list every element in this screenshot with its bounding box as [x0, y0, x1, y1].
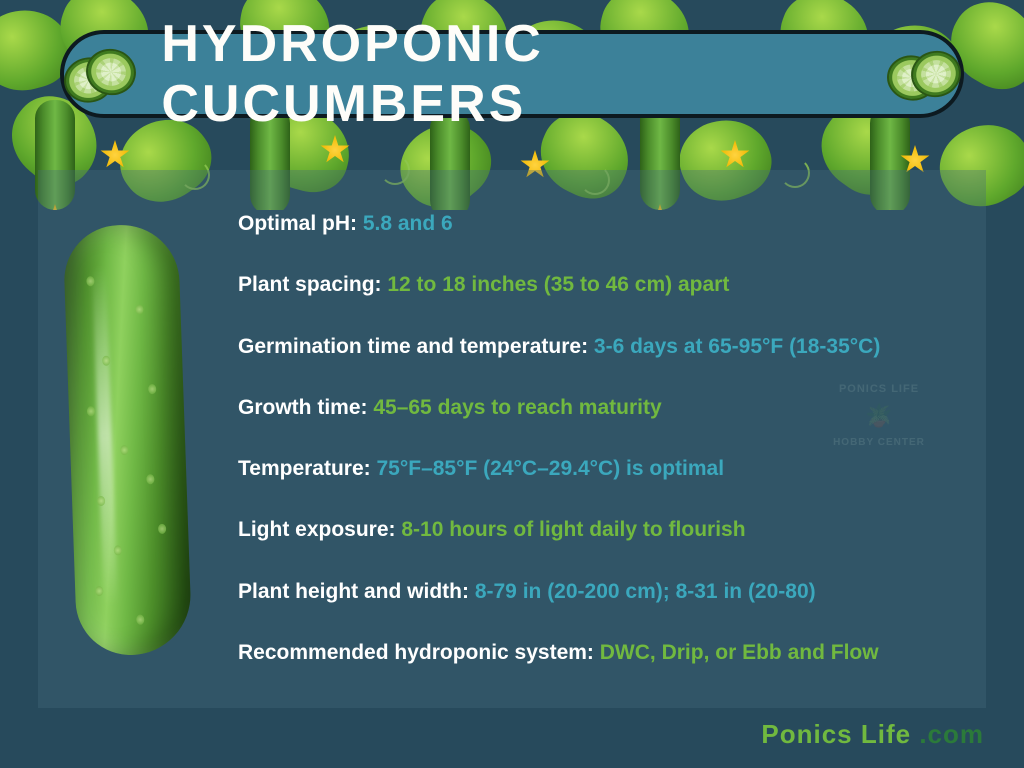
fact-value: 75°F–85°F (24°C–29.4°C) is optimal — [376, 457, 724, 480]
fact-line: Plant height and width: 8-79 in (20-200 … — [238, 578, 936, 605]
cucumber-slices-icon — [887, 47, 960, 102]
fact-label: Plant spacing: — [238, 273, 387, 296]
fact-value: 8-79 in (20-200 cm); 8-31 in (20-80) — [475, 580, 816, 603]
watermark-bottom: HOBBY CENTER — [833, 437, 925, 448]
fact-value: 5.8 and 6 — [363, 212, 453, 235]
fact-value: 12 to 18 inches (35 to 46 cm) apart — [387, 273, 729, 296]
fact-label: Germination time and temperature: — [238, 335, 594, 358]
fact-label: Light exposure: — [238, 518, 401, 541]
fact-label: Growth time: — [238, 396, 373, 419]
fact-line: Germination time and temperature: 3-6 da… — [238, 333, 936, 360]
fact-line: Plant spacing: 12 to 18 inches (35 to 46… — [238, 271, 936, 298]
footer-brand: Ponics Life .com — [761, 719, 984, 750]
brand-name: Ponics Life — [761, 719, 919, 749]
fact-line: Optimal pH: 5.8 and 6 — [238, 210, 936, 237]
fact-label: Temperature: — [238, 457, 376, 480]
fact-label: Recommended hydroponic system: — [238, 641, 600, 664]
fact-label: Optimal pH: — [238, 212, 363, 235]
fact-value: 45–65 days to reach maturity — [373, 396, 661, 419]
fact-line: Recommended hydroponic system: DWC, Drip… — [238, 639, 936, 666]
watermark-badge: PONICS LIFE 🪴 HOBBY CENTER — [824, 360, 934, 470]
brand-domain: .com — [919, 719, 984, 749]
watermark-top: PONICS LIFE — [839, 383, 919, 395]
fact-value: DWC, Drip, or Ebb and Flow — [600, 641, 879, 664]
cucumber-illustration — [63, 223, 193, 657]
fact-value: 8-10 hours of light daily to flourish — [401, 518, 745, 541]
title-banner: Hydroponic Cucumbers — [60, 30, 964, 118]
fact-label: Plant height and width: — [238, 580, 475, 603]
plant-pot-icon: 🪴 — [865, 403, 892, 429]
fact-line: Temperature: 75°F–85°F (24°C–29.4°C) is … — [238, 455, 936, 482]
fact-line: Light exposure: 8-10 hours of light dail… — [238, 516, 936, 543]
fact-value: 3-6 days at 65-95°F (18-35°C) — [594, 335, 880, 358]
page-title: Hydroponic Cucumbers — [161, 14, 862, 134]
cucumber-slices-icon — [64, 47, 137, 102]
